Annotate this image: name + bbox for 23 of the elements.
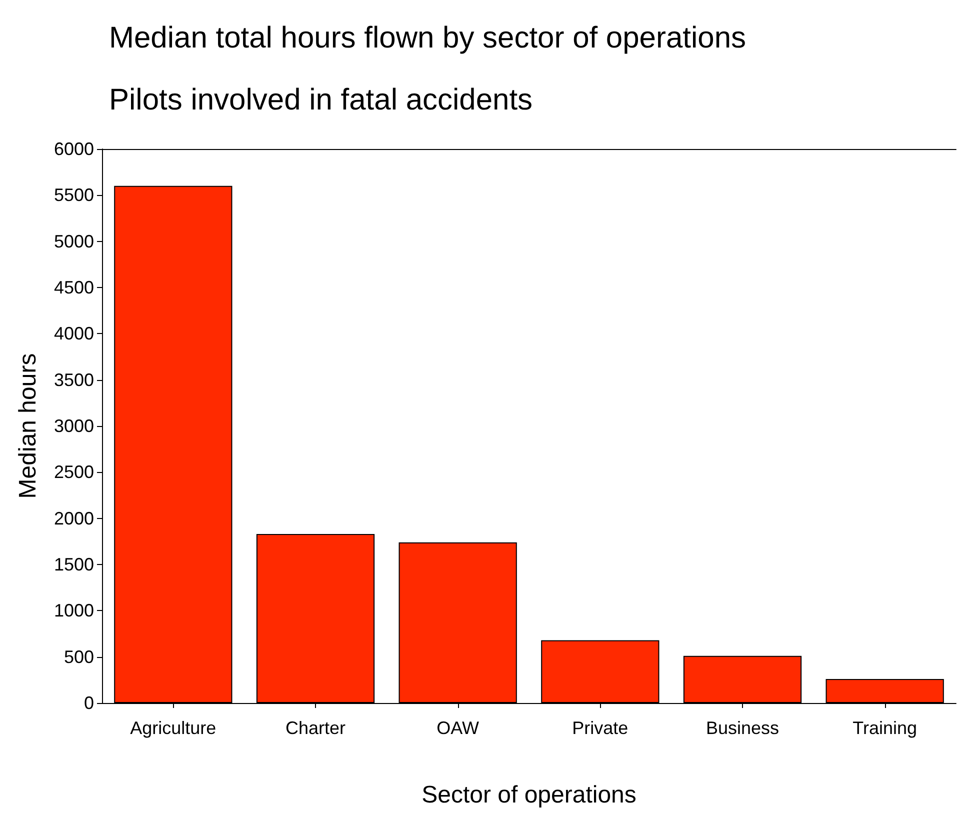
y-tick-label: 3500 (54, 370, 94, 390)
y-tick-label: 1500 (54, 554, 94, 574)
chart-subtitle: Pilots involved in fatal accidents (109, 84, 533, 116)
y-tick-label: 3000 (54, 416, 94, 436)
y-tick-label: 5500 (54, 185, 94, 206)
y-axis-title: Median hours (14, 353, 42, 499)
y-tick-label: 500 (64, 646, 94, 667)
y-tick-label: 4000 (54, 324, 94, 344)
y-tick-label: 2000 (54, 508, 94, 528)
x-tick-label: Training (852, 718, 918, 738)
y-tick-label: 4500 (54, 278, 94, 298)
x-tick-label: Charter (285, 718, 346, 738)
y-tick-label: 1000 (54, 600, 94, 621)
x-tick-label: Business (706, 718, 780, 738)
chart-title: Median total hours flown by sector of operations (109, 22, 746, 54)
y-tick-label: 0 (84, 693, 94, 713)
x-tick-label: Agriculture (130, 718, 216, 738)
y-tick-label: 5000 (54, 231, 94, 252)
y-tick-label: 2500 (54, 462, 94, 482)
y-tick-label: 6000 (54, 139, 94, 159)
x-tick-label: Private (572, 718, 628, 738)
x-axis-title: Sector of operations (422, 782, 636, 808)
x-tick-label: OAW (436, 718, 480, 738)
